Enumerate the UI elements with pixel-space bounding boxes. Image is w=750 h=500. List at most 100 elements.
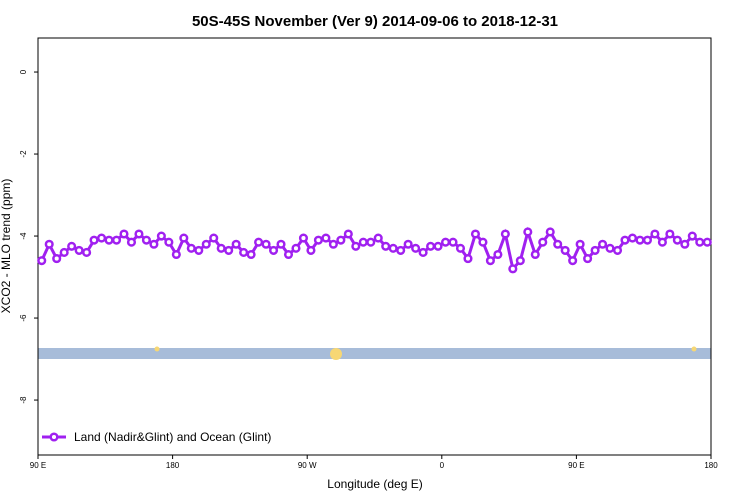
data-point	[194, 245, 204, 255]
data-point	[590, 245, 600, 255]
data-point	[448, 237, 458, 247]
data-point	[59, 247, 69, 257]
data-point	[44, 239, 54, 249]
data-point	[530, 249, 540, 260]
data-point	[298, 233, 309, 243]
data-point	[560, 245, 570, 255]
data-point	[687, 231, 697, 241]
y-tick-label: -2	[19, 150, 28, 158]
data-point	[650, 229, 660, 239]
data-point	[67, 241, 77, 251]
y-axis-label: XCO2 - MLO trend (ppm)	[0, 179, 13, 314]
chart-title: 50S-45S November (Ver 9) 2014-09-06 to 2…	[192, 13, 558, 30]
data-point	[269, 245, 279, 255]
data-point	[680, 239, 690, 249]
data-point	[224, 245, 234, 255]
plot-frame	[37, 37, 712, 456]
data-point	[97, 233, 107, 243]
data-point	[246, 249, 256, 260]
x-axis-label: Longitude (deg E)	[327, 477, 422, 491]
data-point	[82, 247, 92, 257]
data-point	[254, 237, 264, 247]
data-point	[381, 241, 391, 251]
data-point	[500, 229, 510, 239]
data-point	[396, 245, 406, 255]
data-point	[411, 243, 421, 253]
data-point	[328, 239, 338, 249]
data-point	[261, 239, 271, 249]
data-point	[627, 233, 638, 243]
data-point	[642, 235, 652, 245]
x-tick-label: 180	[166, 461, 180, 470]
glint-marker	[330, 348, 342, 360]
data-point	[635, 235, 645, 245]
glint-marker	[154, 346, 160, 352]
data-point	[463, 254, 473, 264]
data-point	[111, 235, 122, 245]
data-point	[336, 235, 346, 245]
data-point	[702, 237, 712, 247]
data-point	[440, 237, 451, 247]
data-point	[470, 229, 481, 239]
data-point	[418, 247, 428, 257]
data-point	[291, 243, 301, 253]
data-point	[52, 254, 62, 264]
legend-label: Land (Nadir&Glint) and Ocean (Glint)	[74, 430, 271, 444]
data-point	[276, 239, 286, 249]
data-point	[373, 233, 383, 243]
data-point	[545, 227, 555, 237]
x-tick-label: 90 W	[298, 461, 317, 470]
data-point	[485, 256, 495, 266]
data-point	[426, 241, 436, 251]
y-tick-label: -4	[19, 232, 28, 240]
data-point	[695, 237, 705, 247]
data-point	[74, 245, 84, 255]
y-tick-label: -6	[19, 314, 28, 322]
data-point	[358, 237, 368, 247]
data-point	[493, 249, 503, 260]
glint-marker	[691, 346, 697, 352]
data-point	[156, 231, 166, 241]
data-point	[605, 243, 615, 253]
data-point	[89, 235, 99, 245]
y-tick-label: -8	[19, 396, 28, 404]
data-point	[508, 264, 518, 274]
data-point	[403, 239, 413, 249]
data-point	[321, 233, 331, 243]
data-point	[216, 243, 226, 253]
data-point	[141, 235, 151, 245]
data-point	[179, 233, 189, 243]
data-point	[388, 243, 398, 253]
data-point	[665, 229, 675, 239]
data-point	[239, 247, 249, 257]
data-point	[575, 239, 585, 249]
data-point	[149, 239, 159, 249]
data-point	[164, 237, 174, 247]
data-point	[672, 235, 682, 245]
data-point	[134, 229, 144, 239]
data-point	[351, 241, 361, 251]
data-point	[306, 245, 316, 255]
data-point	[515, 256, 525, 266]
data-point	[119, 229, 129, 239]
data-point	[568, 256, 578, 266]
data-point	[553, 239, 563, 249]
data-point	[583, 254, 593, 264]
data-point	[538, 237, 548, 247]
data-point	[612, 245, 623, 255]
data-point	[598, 239, 608, 249]
legend-marker	[49, 432, 59, 442]
data-point	[171, 249, 181, 260]
y-tick-label: 0	[19, 69, 28, 74]
data-point	[313, 235, 323, 245]
data-point	[343, 229, 353, 239]
coverage-band	[38, 348, 711, 359]
data-point	[433, 241, 443, 251]
data-point	[657, 237, 667, 247]
x-tick-label: 180	[704, 461, 718, 470]
data-point	[104, 235, 114, 245]
x-tick-label: 90 E	[30, 461, 46, 470]
x-tick-label: 90 E	[568, 461, 584, 470]
data-point	[283, 249, 294, 260]
